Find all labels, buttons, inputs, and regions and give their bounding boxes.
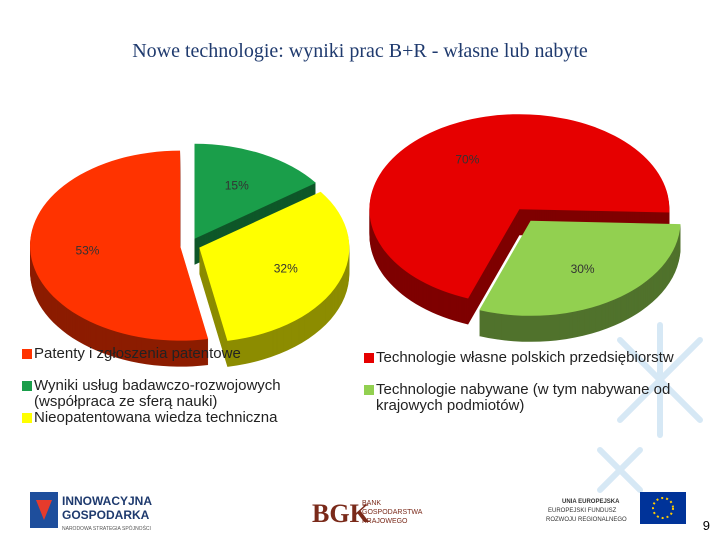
- logo-text: GOSPODARKA: [62, 508, 150, 522]
- eu-stars: [652, 497, 674, 519]
- data-label: 30%: [571, 262, 595, 276]
- logo-text: GOSPODARSTWA: [362, 509, 423, 516]
- logo-text: UNIA EUROPEJSKA: [562, 499, 620, 505]
- legend-swatch: [22, 349, 32, 359]
- logo-innowacyjna: INNOWACYJNA GOSPODARKA NARODOWA STRATEGI…: [30, 492, 152, 532]
- slice: [369, 114, 670, 299]
- data-label: 15%: [225, 178, 249, 192]
- legend-item: Technologie własne polskich przedsiębior…: [364, 350, 674, 382]
- legend-item: Patenty i zgłoszenia patentowe: [22, 346, 332, 378]
- logo-text: INNOWACYJNA: [62, 494, 152, 508]
- legend-item: Nieopatentowana wiedza techniczna: [22, 410, 332, 442]
- logo-mark: BGK: [312, 499, 371, 528]
- legend: Patenty i zgłoszenia patentowe Wyniki usł…: [22, 346, 332, 442]
- slice: [199, 191, 350, 341]
- legend-item: Wyniki usług badawczo-rozwojowych (współ…: [22, 378, 332, 410]
- slice: [30, 150, 209, 341]
- legend-label: Patenty i zgłoszenia patentowe: [34, 345, 241, 362]
- slide-title: Nowe technologie: wyniki prac B+R - włas…: [132, 40, 588, 62]
- logo-text: ROZWOJU REGIONALNEGO: [546, 517, 627, 523]
- logo-bgk: BGK BANK GOSPODARSTWA KRAJOWEGO: [312, 499, 423, 528]
- data-label: 53%: [75, 243, 99, 257]
- slice: [479, 220, 681, 316]
- logo-text: NARODOWA STRATEGIA SPÓJNOŚCI: [62, 524, 151, 532]
- logo-text: KRAJOWEGO: [362, 518, 408, 525]
- page-number: 9: [703, 518, 710, 533]
- legend-swatch: [364, 385, 374, 395]
- logo-eu: UNIA EUROPEJSKA EUROPEJSKI FUNDUSZ ROZWO…: [546, 492, 686, 524]
- slice: [194, 143, 316, 239]
- legend-label: Technologie własne polskich przedsiębior…: [376, 349, 674, 366]
- decoration: [597, 322, 703, 493]
- data-label: 70%: [455, 153, 479, 167]
- legend-swatch: [22, 381, 32, 391]
- legend-swatch: [364, 353, 374, 363]
- data-label: 32%: [274, 261, 298, 275]
- legend-label: Technologie nabywane (w tym nabywane od …: [376, 381, 671, 414]
- legend-item: Technologie nabywane (w tym nabywane od …: [364, 382, 674, 414]
- legend-label: Wyniki usług badawczo-rozwojowych (współ…: [34, 377, 281, 410]
- pie: [369, 114, 681, 342]
- logo-text: EUROPEJSKI FUNDUSZ: [548, 508, 617, 514]
- eu-flag: [640, 492, 686, 524]
- legend: Technologie własne polskich przedsiębior…: [364, 350, 674, 414]
- legend-swatch: [22, 413, 32, 423]
- pie: [30, 143, 350, 367]
- legend-label: Nieopatentowana wiedza techniczna: [34, 409, 278, 426]
- logo-icon: [36, 500, 52, 520]
- logo-text: BANK: [362, 500, 381, 507]
